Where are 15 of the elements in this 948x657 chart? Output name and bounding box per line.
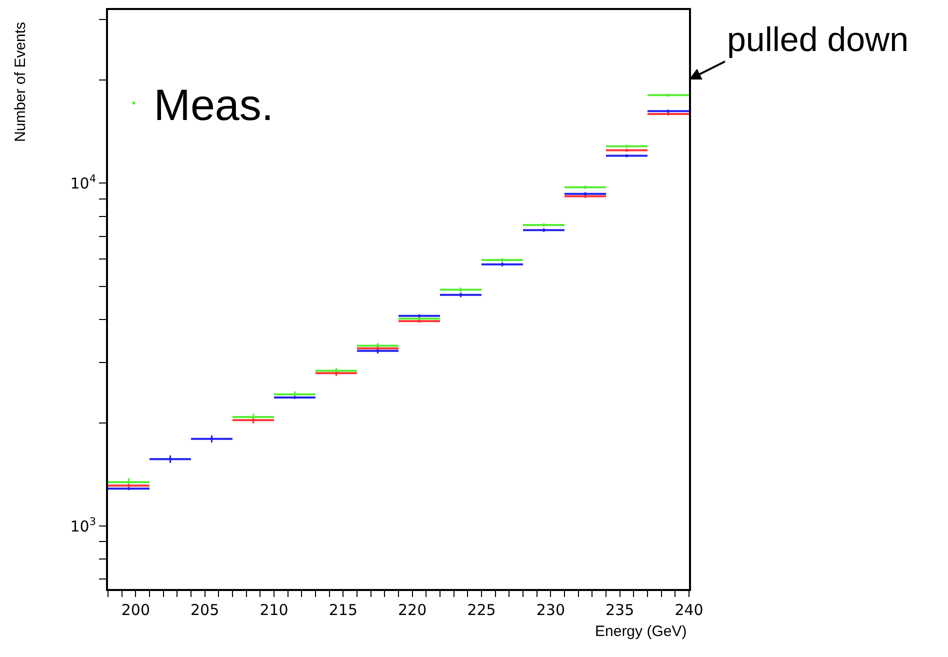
y-axis-title: Number of Events xyxy=(12,22,29,142)
x-axis-title: Energy (GeV) xyxy=(595,623,687,640)
x-tick-label: 230 xyxy=(536,601,565,619)
x-tick-label: 225 xyxy=(467,601,496,619)
text: pulled down xyxy=(727,21,908,59)
x-tick-label: 210 xyxy=(260,601,288,619)
x-tick-label: 235 xyxy=(606,601,634,619)
x-tick-label: 240 xyxy=(674,601,704,619)
x-tick-label: 215 xyxy=(328,601,358,619)
legend-label: Meas. xyxy=(154,81,274,130)
x-tick-label: 205 xyxy=(190,601,220,619)
x-tick-label: 220 xyxy=(398,601,427,619)
x-tick-label: 200 xyxy=(121,601,150,619)
y-tick-label: 10$^{3}$ xyxy=(70,516,96,536)
y-tick-label: 10$^{4}$ xyxy=(70,173,96,192)
